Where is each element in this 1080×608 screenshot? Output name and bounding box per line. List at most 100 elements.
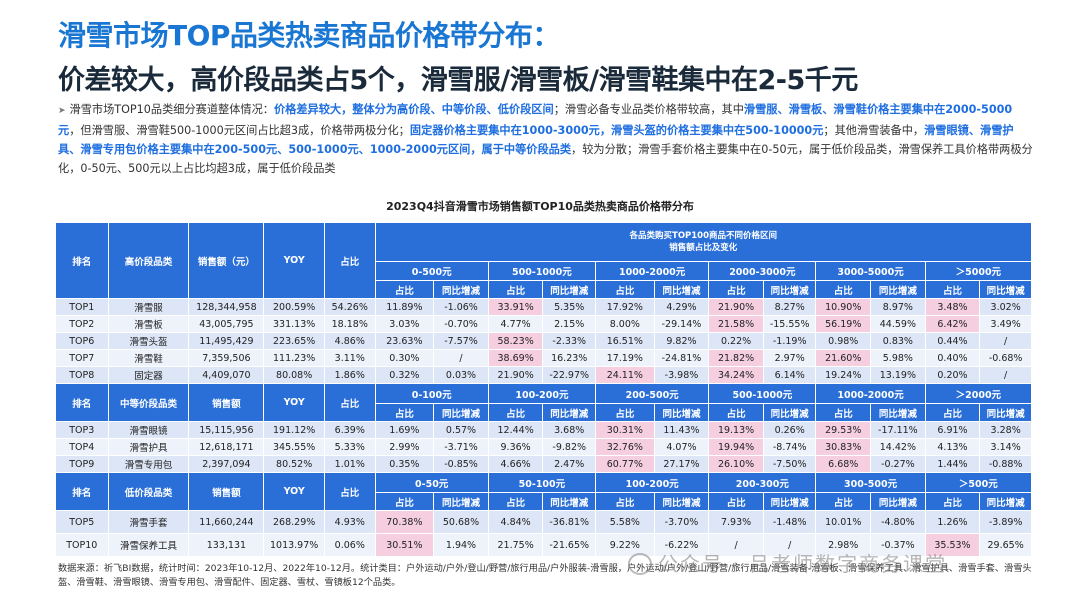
range-share-cell: 4.84% (487, 510, 544, 534)
rank-cell: TOP7 (55, 349, 109, 367)
range-yoy-cell: -3.71% (433, 438, 489, 456)
range-share-cell: 5.58% (595, 510, 655, 534)
yoy-cell: 200.59% (263, 298, 325, 316)
share-label: 占比 (595, 403, 655, 422)
yoy-cell: 345.55% (263, 438, 325, 456)
yoy-cell: 268.29% (263, 510, 325, 534)
range-share-cell: 0.20% (924, 366, 981, 384)
wechat-icon (628, 552, 652, 575)
range-share-cell: 0.22% (708, 332, 764, 350)
summary-highlight: 滑雪服、滑雪板、滑雪鞋价格主要集中在2000-5000元 (58, 103, 1013, 137)
range-share-cell: 1.69% (374, 421, 435, 439)
range-yoy-cell: / (433, 349, 489, 367)
range-yoy-cell: 4.29% (653, 298, 710, 316)
range-share-cell: 70.38% (374, 510, 435, 534)
range-share-cell: 3.48% (924, 298, 981, 316)
range-yoy-cell: 14.42% (870, 438, 926, 456)
table-row: TOP4 滑雪护具 12,618,171 345.55% 5.33% 2.99% -3.71… (55, 438, 1032, 456)
range-share-cell: 8.00% (595, 315, 655, 333)
category-cell: 滑雪眼镜 (107, 421, 190, 439)
yoy-change-label: 同比增减 (433, 492, 489, 511)
range-share-cell: 9.36% (487, 438, 544, 456)
category-cell: 固定器 (107, 366, 190, 384)
range-yoy-cell: -1.19% (762, 332, 817, 350)
range-yoy-cell: 4.07% (653, 438, 710, 456)
sales-cell: 2,397,094 (188, 455, 265, 473)
range-share-cell: 0.40% (924, 349, 981, 367)
price-range-label: 2000-3000元 (708, 261, 817, 281)
range-share-cell: 21.60% (815, 349, 872, 367)
range-share-cell: 21.58% (708, 315, 764, 333)
range-share-cell: 0.44% (924, 332, 981, 350)
range-yoy-cell: 8.97% (870, 298, 926, 316)
range-share-cell: 19.13% (708, 421, 764, 439)
rank-cell: TOP2 (55, 315, 109, 333)
price-range-header-line: 销售额占比及变化 (669, 243, 738, 253)
range-yoy-cell: 29.65% (979, 533, 1032, 557)
range-share-cell: 30.51% (374, 533, 435, 557)
range-yoy-cell: 50.68% (433, 510, 489, 534)
share-cell: 18.18% (323, 315, 376, 333)
range-share-cell: 19.94% (708, 438, 764, 456)
rank-cell: TOP4 (55, 438, 109, 456)
sales-cell: 128,344,958 (188, 298, 265, 316)
share-cell: 54.26% (323, 298, 376, 316)
summary-text: 滑雪市场TOP10品类细分赛道整体情况：价格差异较大，整体分为高价段、中等价段、… (58, 103, 1033, 175)
table-row: TOP7 滑雪鞋 7,359,506 111.23% 3.11% 0.30%/38.69%… (55, 349, 1032, 367)
range-share-cell: 0.30% (374, 349, 435, 367)
range-share-cell: 4.13% (924, 438, 981, 456)
yoy-cell: 80.52% (263, 455, 325, 473)
range-share-cell: 0.98% (815, 332, 872, 350)
yoy-change-label: 同比增减 (653, 280, 710, 299)
page-subtitle: 价差较大，高价段品类占5个，滑雪服/滑雪板/滑雪鞋集中在2-5千元 (58, 65, 858, 96)
range-yoy-cell: / (762, 533, 817, 557)
yoy-cell: 80.08% (263, 366, 325, 384)
header-cell: 排名 (55, 383, 109, 422)
range-share-cell: 7.93% (708, 510, 764, 534)
range-share-cell: 17.19% (595, 349, 655, 367)
range-share-cell: 33.91% (487, 298, 544, 316)
share-label: 占比 (487, 403, 544, 422)
bullet-arrow-icon: ➤ (58, 106, 66, 116)
yoy-change-label: 同比增减 (542, 280, 596, 299)
header-cell: 销售额 (188, 383, 265, 422)
rank-cell: TOP8 (55, 366, 109, 384)
yoy-change-label: 同比增减 (762, 280, 817, 299)
range-yoy-cell: 5.35% (542, 298, 596, 316)
range-share-cell: 30.31% (595, 421, 655, 439)
table-row: TOP10 滑雪保养工具 133,131 1013.97% 0.06% 30.51% 1.9… (55, 533, 1032, 557)
range-yoy-cell: 3.49% (979, 315, 1032, 333)
category-cell: 滑雪服 (107, 298, 190, 316)
range-share-cell: 0.35% (374, 455, 435, 473)
share-label: 占比 (374, 280, 435, 299)
header-cell: 销售额（元） (188, 222, 265, 299)
price-range-label: 1000-2000元 (594, 261, 710, 281)
range-yoy-cell: 3.28% (979, 421, 1032, 439)
yoy-change-label: 同比增减 (762, 403, 817, 422)
yoy-change-label: 同比增减 (762, 492, 817, 511)
range-yoy-cell: -22.97% (542, 366, 596, 384)
range-yoy-cell: 8.27% (762, 298, 817, 316)
category-cell: 滑雪鞋 (107, 349, 190, 367)
range-share-cell: 21.90% (708, 298, 764, 316)
price-range-label: 200-500元 (594, 383, 710, 404)
rank-cell: TOP3 (55, 421, 109, 439)
summary-segment: ，但滑雪服、滑雪鞋500-1000元区间占比超3成，价格带两极分化； (69, 124, 410, 137)
share-label: 占比 (924, 280, 981, 299)
range-yoy-cell: 44.59% (870, 315, 926, 333)
watermark-text: 公众号 · 吕老师数字商务课堂 (658, 552, 948, 576)
sales-cell: 43,005,795 (188, 315, 265, 333)
sales-cell: 7,359,506 (188, 349, 265, 367)
range-yoy-cell: 0.83% (870, 332, 926, 350)
range-share-cell: 6.42% (924, 315, 981, 333)
table-row: TOP1 滑雪服 128,344,958 200.59% 54.26% 11.89% -1.… (55, 298, 1032, 316)
rank-cell: TOP6 (55, 332, 109, 350)
share-label: 占比 (708, 280, 764, 299)
sales-cell: 15,115,956 (188, 421, 265, 439)
price-range-label: 0-500元 (374, 261, 489, 281)
table-title: 2023Q4抖音滑雪市场销售额TOP10品类热卖商品价格带分布 (386, 200, 694, 213)
range-yoy-cell: -36.81% (542, 510, 596, 534)
range-share-cell: 24.11% (595, 366, 655, 384)
share-label: 占比 (815, 403, 872, 422)
share-cell: 1.01% (323, 455, 376, 473)
